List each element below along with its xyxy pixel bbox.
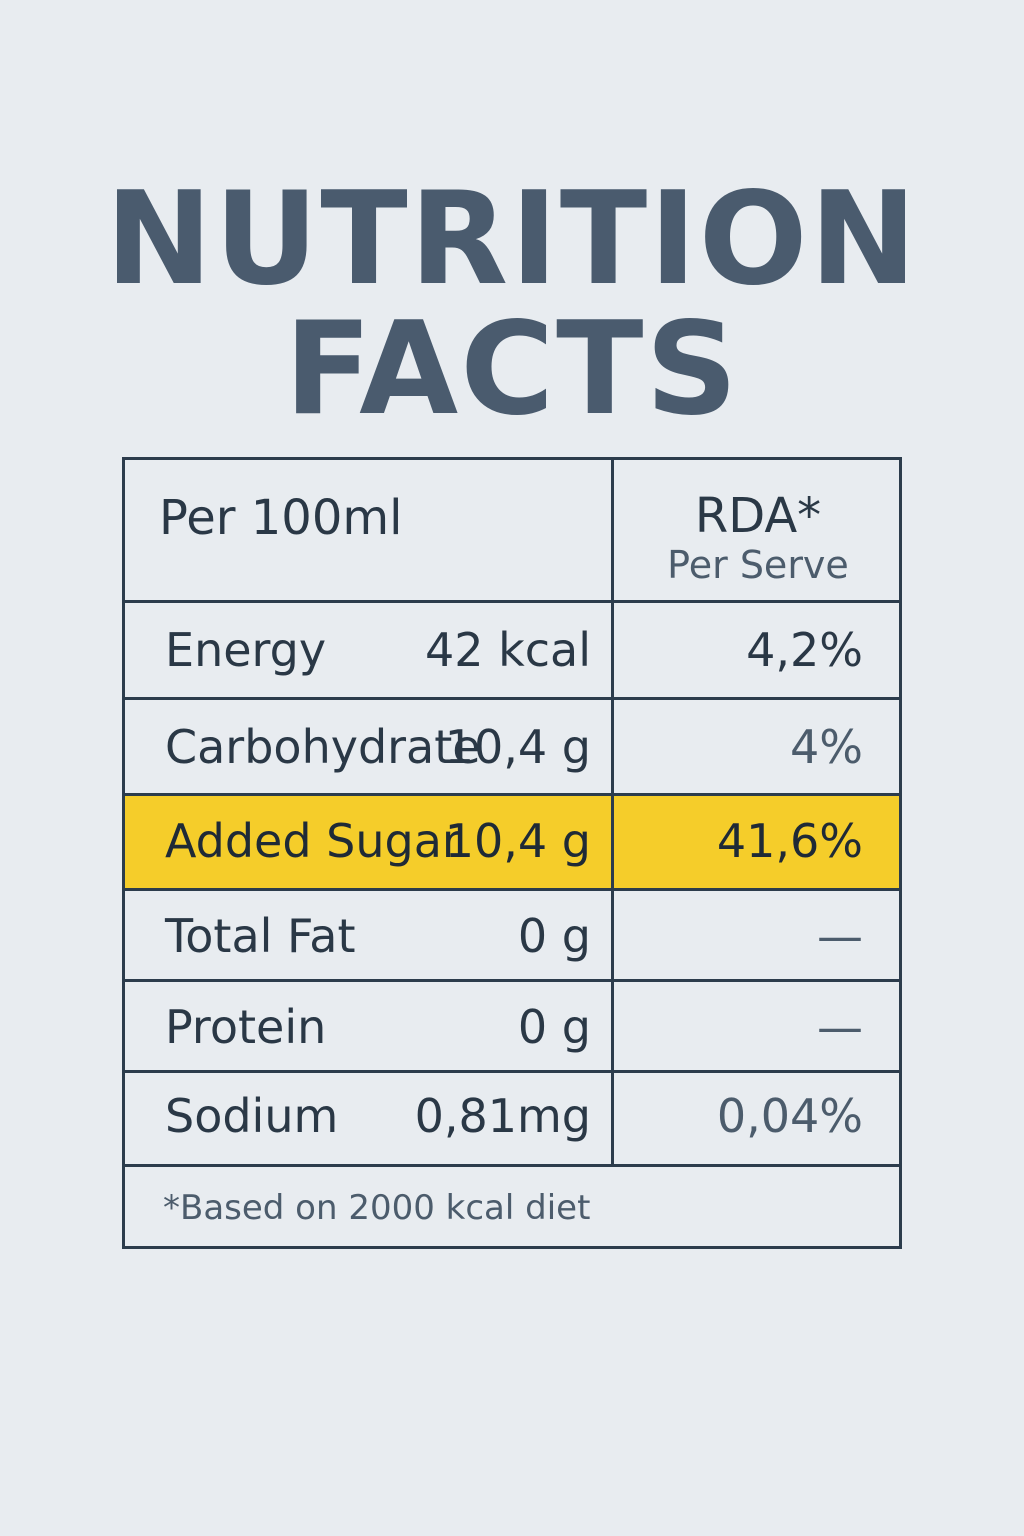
column-divider bbox=[611, 460, 614, 1166]
table-row-highlighted: Added Sugar 10,4 g 41,6% bbox=[125, 796, 899, 888]
nutrient-name: Protein bbox=[165, 1000, 327, 1054]
nutrient-rda: 4% bbox=[790, 720, 863, 774]
nutrient-name: Added Sugar bbox=[165, 814, 461, 868]
title-line-1: NUTRITION bbox=[105, 165, 919, 314]
nutrient-rda: 4,2% bbox=[746, 623, 863, 677]
nutrient-name: Carbohydrate bbox=[165, 720, 481, 774]
nutrient-amount: 10,4 g bbox=[444, 720, 591, 774]
row-divider bbox=[125, 979, 899, 982]
nutrient-amount: 0 g bbox=[517, 1000, 591, 1054]
header-per-100ml: Per 100ml bbox=[159, 490, 403, 546]
nutrient-rda: 0,04% bbox=[716, 1089, 863, 1143]
nutrient-rda: 41,6% bbox=[716, 814, 863, 868]
row-divider bbox=[125, 697, 899, 700]
table-row: Protein 0 g — bbox=[125, 982, 899, 1070]
row-divider bbox=[125, 793, 899, 796]
table-row: Carbohydrate 10,4 g 4% bbox=[125, 700, 899, 793]
nutrient-name: Energy bbox=[165, 623, 327, 677]
highlight-band bbox=[125, 796, 899, 888]
header-rda: RDA* bbox=[694, 488, 822, 544]
nutrient-amount: 0,81mg bbox=[414, 1089, 591, 1143]
table-row: Sodium 0,81mg 0,04% bbox=[125, 1073, 899, 1164]
nutrient-amount: 0 g bbox=[517, 909, 591, 963]
title-line-2: FACTS bbox=[284, 295, 740, 444]
nutrient-name: Sodium bbox=[165, 1089, 339, 1143]
nutrient-amount: 42 kcal bbox=[424, 623, 591, 677]
row-divider bbox=[125, 1164, 899, 1167]
nutrient-name: Total Fat bbox=[165, 909, 356, 963]
nutrition-table: Per 100ml RDA* Per Serve Energy 42 kcal … bbox=[122, 457, 902, 1249]
row-divider bbox=[125, 600, 899, 603]
nutrient-rda-dash: — bbox=[817, 1000, 863, 1054]
nutrient-amount: 10,4 g bbox=[444, 814, 591, 868]
table-row: Energy 42 kcal 4,2% bbox=[125, 603, 899, 697]
row-divider bbox=[125, 888, 899, 891]
table-row: Total Fat 0 g — bbox=[125, 891, 899, 979]
nutrient-rda-dash: — bbox=[817, 909, 863, 963]
row-divider bbox=[125, 1070, 899, 1073]
footnote: *Based on 2000 kcal diet bbox=[163, 1188, 591, 1228]
header-per-serve: Per Serve bbox=[667, 543, 849, 587]
